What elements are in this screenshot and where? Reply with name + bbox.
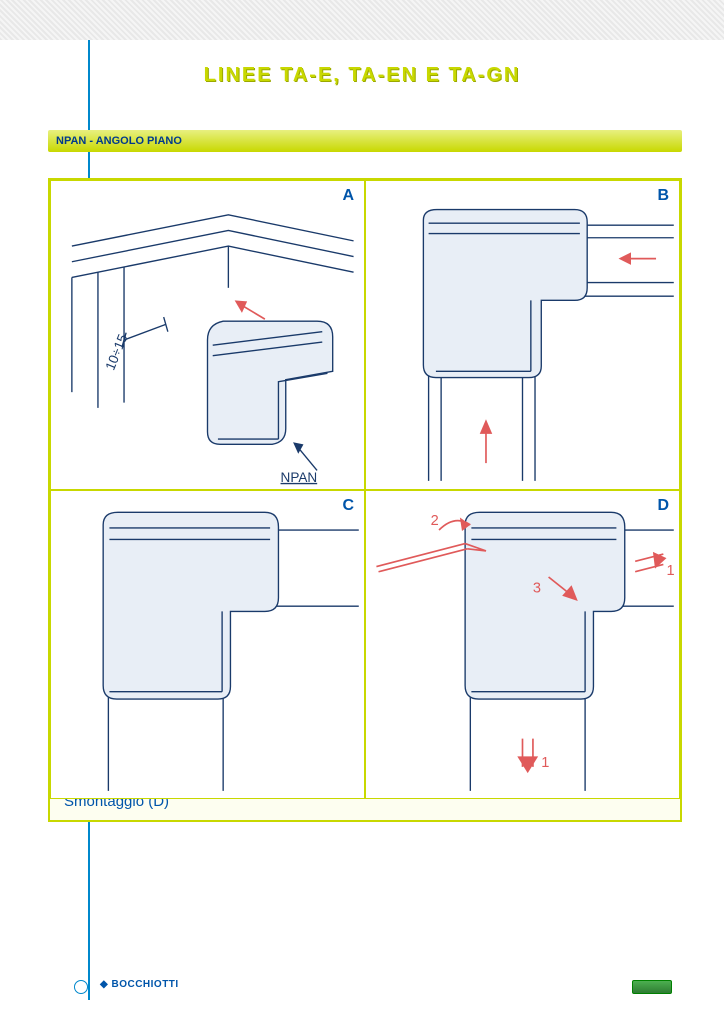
panel-d-drawing: 2 1 3 1	[366, 491, 679, 799]
panel-a-label: A	[342, 187, 354, 205]
footer-badge-icon	[632, 980, 672, 994]
panel-d: D 2 1 3	[365, 490, 680, 800]
panel-c-drawing	[51, 491, 364, 799]
panel-b: B	[365, 180, 680, 490]
panels-grid: A 10÷15	[50, 180, 680, 760]
figure-box: A 10÷15	[48, 178, 682, 822]
footer-brand: ◆ BOCCHIOTTI	[100, 979, 179, 990]
section-label: NPAN - ANGOLO PIANO	[56, 135, 182, 147]
step3: 3	[533, 580, 541, 596]
step1b: 1	[541, 754, 549, 770]
panel-b-drawing	[366, 181, 679, 489]
panel-a-drawing: 10÷15 NPAN	[51, 181, 364, 489]
panel-c-label: C	[342, 497, 354, 515]
step1a: 1	[666, 562, 674, 578]
panel-c: C	[50, 490, 365, 800]
part-label: NPAN	[281, 470, 318, 485]
dim-text: 10÷15	[102, 332, 130, 372]
panel-a: A 10÷15	[50, 180, 365, 490]
panel-d-label: D	[657, 497, 669, 515]
page-title: LINEE TA-E, TA-EN E TA-GN	[0, 64, 724, 87]
section-bar: NPAN - ANGOLO PIANO	[48, 130, 682, 152]
step2: 2	[431, 512, 439, 528]
footer-circle-icon	[74, 980, 88, 994]
header-pattern	[0, 0, 724, 40]
panel-b-label: B	[657, 187, 669, 205]
